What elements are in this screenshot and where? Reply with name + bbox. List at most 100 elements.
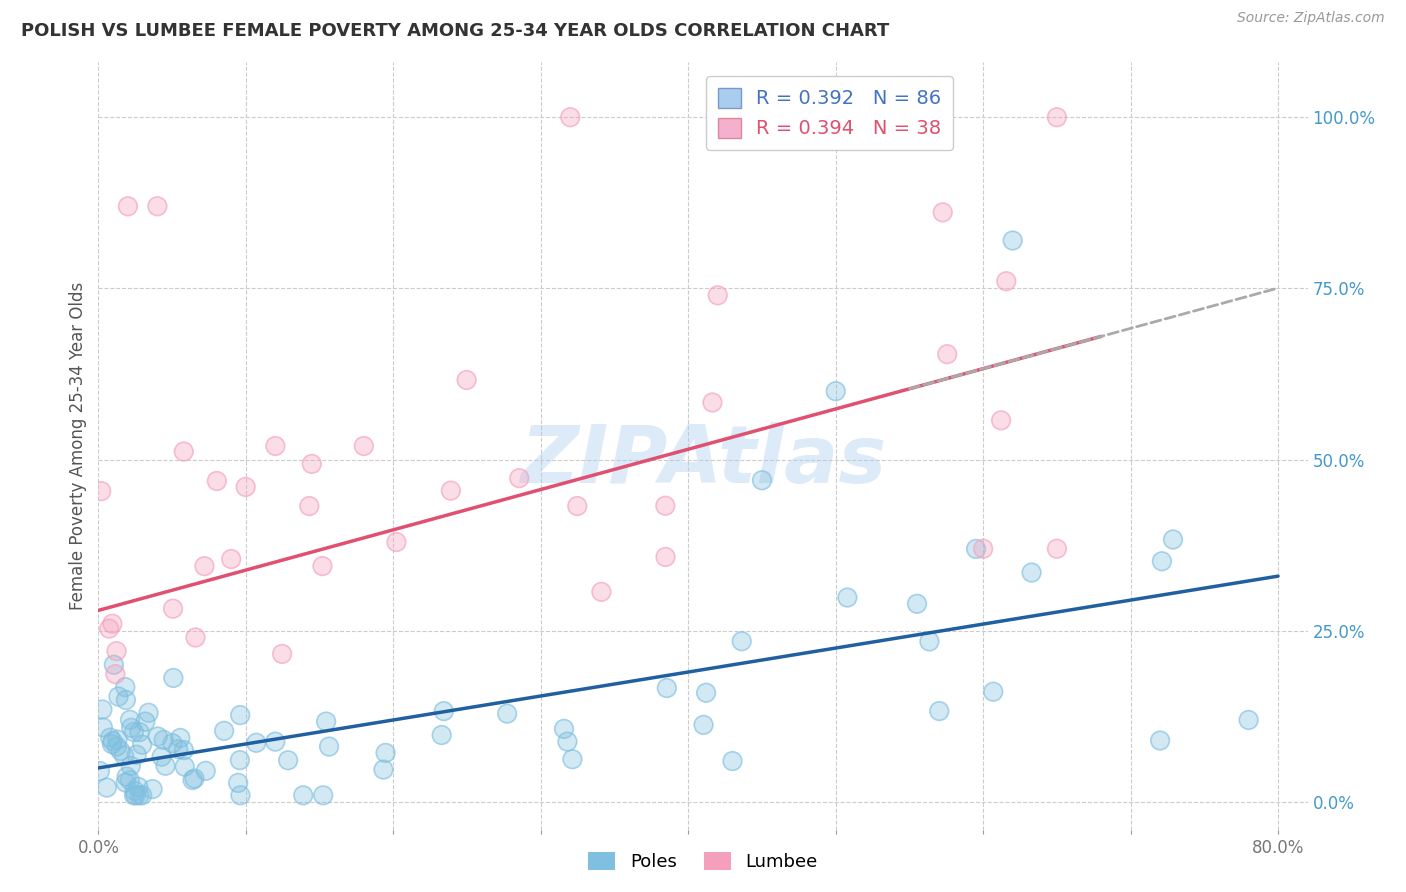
Point xyxy=(194,764,217,778)
Poles xyxy=(245,736,267,750)
Poles xyxy=(561,752,583,766)
Poles xyxy=(169,731,191,745)
Point xyxy=(654,499,676,513)
Point xyxy=(127,780,149,794)
Poles xyxy=(496,706,519,721)
Point xyxy=(353,439,375,453)
Poles xyxy=(118,713,141,727)
Point xyxy=(107,690,129,704)
Poles xyxy=(430,728,453,742)
Lumbee xyxy=(972,541,994,556)
Point xyxy=(508,471,530,485)
Poles xyxy=(146,730,169,744)
Lumbee xyxy=(995,274,1018,288)
Point xyxy=(561,752,583,766)
Poles xyxy=(114,775,136,789)
Lumbee xyxy=(560,110,582,124)
Point xyxy=(271,647,294,661)
Poles xyxy=(374,746,396,760)
Poles xyxy=(167,742,190,756)
Poles xyxy=(837,591,859,605)
Point xyxy=(105,739,128,754)
Point xyxy=(301,457,323,471)
Point xyxy=(706,288,728,302)
Poles xyxy=(695,686,717,700)
Point xyxy=(385,535,408,549)
Lumbee xyxy=(567,499,589,513)
Point xyxy=(131,738,153,752)
Point xyxy=(1046,110,1069,124)
Lumbee xyxy=(654,499,676,513)
Point xyxy=(212,723,235,738)
Poles xyxy=(1021,566,1043,580)
Point xyxy=(219,552,242,566)
Poles xyxy=(162,736,184,750)
Poles xyxy=(118,773,141,788)
Point xyxy=(118,773,141,788)
Point xyxy=(98,731,121,745)
Poles xyxy=(1150,554,1173,568)
Point xyxy=(731,634,754,648)
Point xyxy=(141,782,163,797)
Point xyxy=(134,714,156,729)
Point xyxy=(824,384,846,399)
Point xyxy=(315,714,337,729)
Lumbee xyxy=(456,373,478,387)
Point xyxy=(167,742,190,756)
Poles xyxy=(114,680,136,694)
Text: ZIPAtlas: ZIPAtlas xyxy=(520,422,886,500)
Poles xyxy=(173,760,195,774)
Poles xyxy=(120,759,142,773)
Point xyxy=(655,681,678,695)
Point xyxy=(173,760,195,774)
Poles xyxy=(181,773,204,788)
Point xyxy=(193,559,215,574)
Point xyxy=(981,684,1004,698)
Poles xyxy=(373,763,395,777)
Poles xyxy=(150,749,173,764)
Point xyxy=(122,725,145,739)
Poles xyxy=(965,541,987,556)
Lumbee xyxy=(219,552,242,566)
Poles xyxy=(277,753,299,767)
Point xyxy=(277,753,299,767)
Point xyxy=(373,763,395,777)
Point xyxy=(146,199,169,213)
Point xyxy=(692,718,714,732)
Point xyxy=(235,480,257,494)
Point xyxy=(837,591,859,605)
Lumbee xyxy=(311,559,333,574)
Poles xyxy=(131,789,153,803)
Point xyxy=(110,744,132,758)
Poles xyxy=(905,597,928,611)
Poles xyxy=(91,720,114,734)
Point xyxy=(1001,234,1024,248)
Lumbee xyxy=(146,199,169,213)
Point xyxy=(104,667,127,681)
Point xyxy=(496,706,519,721)
Poles xyxy=(122,725,145,739)
Lumbee xyxy=(184,631,207,645)
Lumbee xyxy=(162,601,184,615)
Poles xyxy=(134,714,156,729)
Lumbee xyxy=(1046,541,1069,556)
Point xyxy=(567,499,589,513)
Poles xyxy=(101,737,124,751)
Poles xyxy=(101,734,124,748)
Poles xyxy=(212,723,235,738)
Poles xyxy=(692,718,714,732)
Lumbee xyxy=(702,395,724,409)
Point xyxy=(101,737,124,751)
Y-axis label: Female Poverty Among 25-34 Year Olds: Female Poverty Among 25-34 Year Olds xyxy=(69,282,87,610)
Point xyxy=(264,439,287,453)
Point xyxy=(936,347,959,361)
Point xyxy=(103,657,125,672)
Point xyxy=(905,597,928,611)
Poles xyxy=(91,702,114,716)
Poles xyxy=(155,758,177,772)
Point xyxy=(146,730,169,744)
Point xyxy=(721,754,744,768)
Poles xyxy=(1161,533,1184,547)
Poles xyxy=(162,671,184,685)
Point xyxy=(918,634,941,648)
